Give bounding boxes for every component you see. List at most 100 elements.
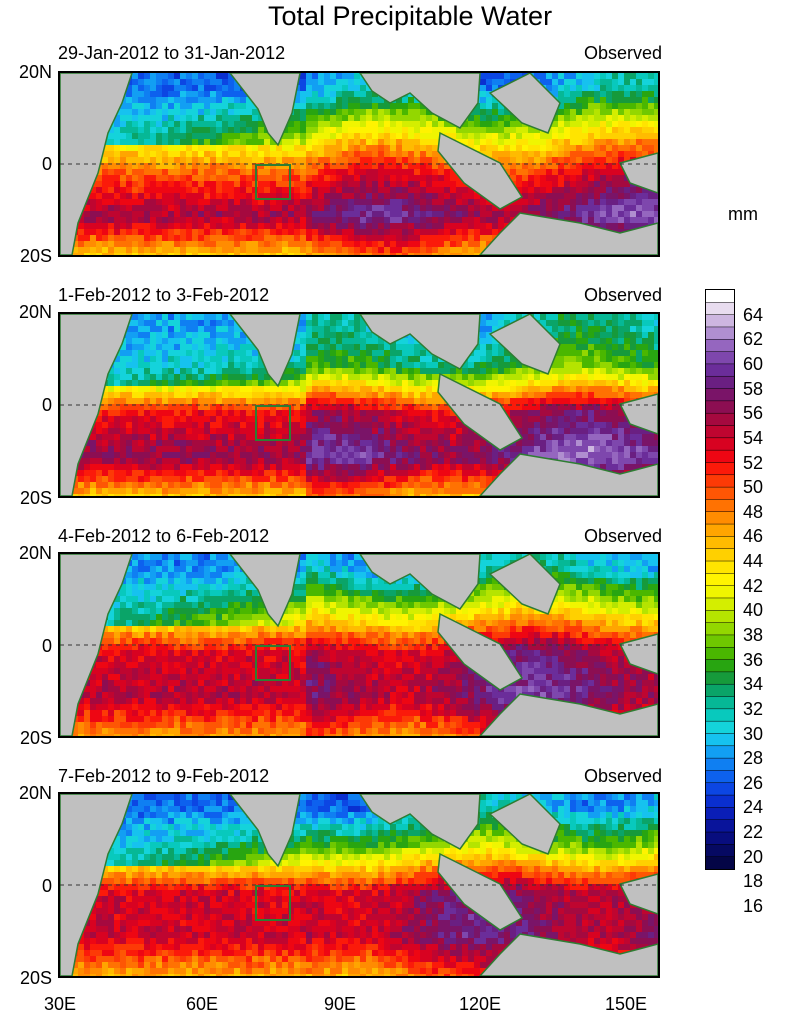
tpw-cell	[420, 410, 427, 417]
tpw-cell	[168, 416, 175, 423]
tpw-cell	[114, 199, 121, 206]
tpw-cell	[90, 223, 97, 230]
tpw-cell	[324, 422, 331, 429]
tpw-cell	[138, 175, 145, 182]
tpw-cell	[450, 241, 457, 248]
tpw-cell	[564, 404, 571, 411]
tpw-cell	[210, 205, 217, 212]
tpw-cell	[336, 350, 343, 357]
tpw-cell	[420, 223, 427, 230]
tpw-cell	[204, 229, 211, 236]
tpw-cell	[348, 103, 355, 110]
tpw-cell	[300, 314, 307, 321]
tpw-cell	[576, 362, 583, 369]
tpw-cell	[420, 229, 427, 236]
tpw-cell	[342, 350, 349, 357]
tpw-cell	[504, 356, 511, 363]
tpw-cell	[222, 223, 229, 230]
tpw-cell	[342, 416, 349, 423]
tpw-cell	[258, 169, 265, 176]
tpw-cell	[372, 187, 379, 194]
tpw-cell	[132, 229, 139, 236]
tpw-cell	[240, 241, 247, 248]
tpw-cell	[198, 139, 205, 146]
tpw-cell	[342, 109, 349, 116]
tpw-cell	[492, 320, 499, 327]
tpw-cell	[612, 338, 619, 345]
tpw-cell	[222, 332, 229, 339]
tpw-cell	[192, 338, 199, 345]
tpw-cell	[522, 422, 529, 429]
tpw-cell	[144, 151, 151, 158]
tpw-cell	[270, 235, 277, 242]
tpw-cell	[612, 163, 619, 170]
tpw-cell	[132, 350, 139, 357]
tpw-cell	[636, 109, 643, 116]
tpw-cell	[408, 356, 415, 363]
tpw-cell	[318, 79, 325, 86]
tpw-cell	[588, 163, 595, 170]
tpw-cell	[228, 115, 235, 122]
tpw-cell	[408, 350, 415, 357]
tpw-cell	[402, 97, 409, 104]
tpw-cell	[498, 157, 505, 164]
tpw-cell	[180, 368, 187, 375]
tpw-cell	[612, 223, 619, 230]
tpw-cell	[156, 109, 163, 116]
tpw-cell	[162, 73, 169, 80]
tpw-cell	[228, 410, 235, 417]
tpw-cell	[438, 410, 445, 417]
tpw-cell	[378, 163, 385, 170]
tpw-cell	[288, 241, 295, 248]
tpw-cell	[522, 410, 529, 417]
tpw-cell	[606, 193, 613, 200]
tpw-cell	[582, 314, 589, 321]
tpw-cell	[546, 392, 553, 399]
tpw-cell	[240, 356, 247, 363]
tpw-cell	[300, 127, 307, 134]
tpw-cell	[168, 356, 175, 363]
tpw-cell	[444, 217, 451, 224]
tpw-cell	[414, 356, 421, 363]
tpw-cell	[234, 332, 241, 339]
tpw-cell	[438, 187, 445, 194]
tpw-cell	[288, 356, 295, 363]
tpw-cell	[240, 145, 247, 152]
tpw-cell	[588, 187, 595, 194]
tpw-cell	[402, 338, 409, 345]
tpw-cell	[606, 368, 613, 375]
tpw-cell	[474, 205, 481, 212]
tpw-cell	[204, 127, 211, 134]
tpw-cell	[372, 181, 379, 188]
tpw-cell	[270, 163, 277, 170]
tpw-cell	[174, 175, 181, 182]
tpw-cell	[534, 386, 541, 393]
tpw-cell	[252, 211, 259, 218]
tpw-cell	[186, 344, 193, 351]
tpw-cell	[594, 103, 601, 110]
tpw-cell	[402, 422, 409, 429]
tpw-cell	[540, 392, 547, 399]
tpw-cell	[306, 121, 313, 128]
tpw-cell	[600, 193, 607, 200]
tpw-cell	[468, 241, 475, 248]
tpw-cell	[288, 253, 295, 255]
tpw-cell	[354, 350, 361, 357]
tpw-cell	[612, 332, 619, 339]
tpw-cell	[288, 145, 295, 152]
tpw-cell	[588, 404, 595, 411]
tpw-cell	[456, 235, 463, 242]
tpw-cell	[360, 404, 367, 411]
tpw-cell	[342, 247, 349, 254]
tpw-cell	[90, 193, 97, 200]
tpw-cell	[378, 217, 385, 224]
tpw-cell	[588, 121, 595, 128]
tpw-cell	[342, 410, 349, 417]
tpw-cell	[378, 241, 385, 248]
tpw-cell	[648, 356, 655, 363]
tpw-cell	[354, 398, 361, 405]
tpw-cell	[162, 139, 169, 146]
tpw-cell	[588, 139, 595, 146]
tpw-cell	[96, 187, 103, 194]
tpw-cell	[384, 139, 391, 146]
